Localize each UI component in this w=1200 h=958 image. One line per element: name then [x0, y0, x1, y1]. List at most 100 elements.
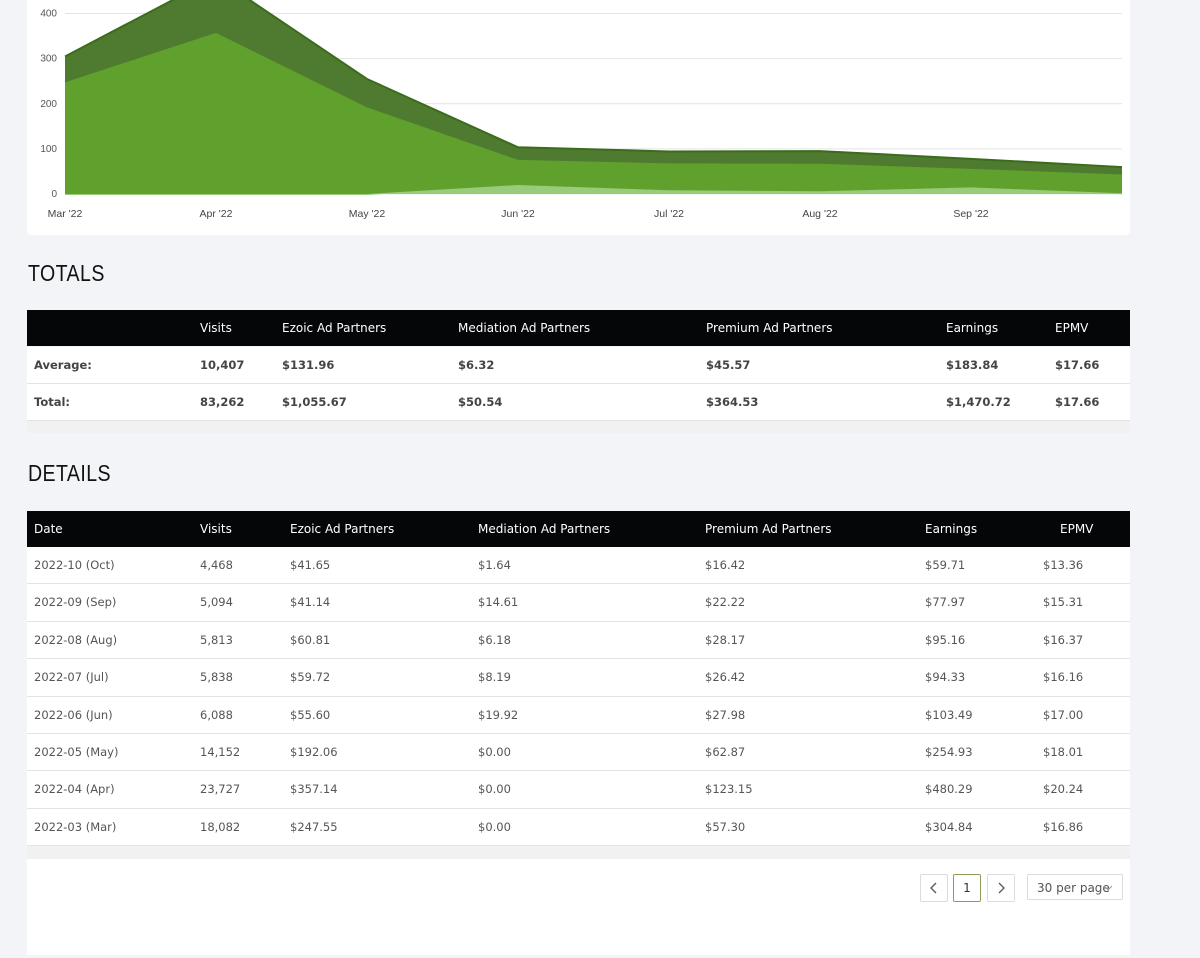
table-cell: $0.00	[478, 745, 511, 759]
table-cell: $304.84	[925, 819, 973, 834]
table-cell: $62.87	[705, 745, 746, 759]
area-line	[64, 0, 1123, 169]
x-tick-label: Aug '22	[802, 208, 837, 220]
table-cell: 5,838	[200, 670, 233, 685]
table-cell: $1.64	[478, 558, 511, 572]
section-title: TOTALS	[28, 260, 105, 286]
next-page[interactable]	[987, 874, 1015, 902]
area	[65, 32, 1122, 194]
plot	[64, 0, 1123, 195]
column-header: Ezoic Ad Partners	[282, 321, 387, 335]
table-cell: $57.30	[705, 819, 746, 834]
table-cell: $6.32	[458, 358, 495, 372]
table-cell: $60.81	[290, 632, 331, 647]
table-cell: 5,813	[200, 632, 233, 647]
column-header: EPMV	[1060, 522, 1094, 536]
x-tick-label: May '22	[349, 208, 386, 220]
table-cell: Average:	[34, 358, 92, 372]
column-header: Earnings	[946, 321, 999, 335]
area	[65, 185, 1122, 194]
table-cell: $41.65	[290, 558, 331, 572]
table-row: 2022-05 (May) 14,152 $192.06 $0.00 $62.87 $25…	[27, 734, 1130, 772]
table-cell: $13.36	[1043, 558, 1084, 572]
table-cell: $94.33	[925, 670, 966, 685]
table-cell: $103.49	[925, 707, 973, 722]
area-line	[64, 31, 1123, 176]
table-cell: 2022-10 (Oct)	[34, 558, 115, 572]
table-cell: $16.37	[1043, 632, 1084, 647]
table-cell: 14,152	[200, 745, 241, 759]
table-cell: $28.17	[705, 632, 746, 647]
table-cell: $1,055.67	[282, 395, 347, 409]
table-cell: $364.53	[706, 395, 759, 409]
table-cell: 2022-08 (Aug)	[34, 632, 118, 647]
table-cell: $18.01	[1043, 745, 1084, 759]
prev-page[interactable]	[920, 874, 948, 902]
x-tick-label: Mar '22	[48, 208, 83, 220]
scrollbar[interactable]	[27, 847, 1130, 859]
table-row: Average: 10,407 $131.96 $6.32 $45.57 $183.84 $…	[27, 347, 1130, 384]
table-cell: $59.72	[290, 670, 331, 685]
table-cell: $254.93	[925, 745, 973, 759]
section-title: DETAILS	[28, 460, 112, 486]
column-header: Mediation Ad Partners	[458, 321, 591, 335]
table-cell: 2022-07 (Jul)	[34, 670, 109, 685]
y-tick-label: 400	[40, 9, 57, 20]
table-row: Total: 83,262 $1,055.67 $50.54 $364.53 $1,470…	[27, 384, 1130, 421]
table-cell: 2022-05 (May)	[34, 745, 119, 759]
table-cell: $22.22	[705, 595, 746, 610]
table-row: 2022-10 (Oct) 4,468 $41.65 $1.64 $16.42 $59.7…	[27, 547, 1130, 585]
column-header: Earnings	[925, 522, 978, 536]
table-cell: $17.66	[1055, 358, 1100, 372]
table-cell: $27.98	[705, 707, 746, 722]
table-cell: 23,727	[200, 782, 241, 797]
table-cell: 6,088	[200, 707, 233, 722]
table-cell: 83,262	[200, 395, 245, 409]
column-header: Visits	[200, 522, 232, 536]
table-cell: $59.71	[925, 558, 966, 572]
table-cell: $183.84	[946, 358, 999, 372]
table-row: 2022-04 (Apr) 23,727 $357.14 $0.00 $123.15 $4…	[27, 771, 1130, 809]
table-cell: $357.14	[290, 782, 338, 797]
per-page-select[interactable]: 30 per page	[1027, 874, 1123, 900]
x-tick-label: Jul '22	[654, 208, 684, 220]
table-cell: $123.15	[705, 782, 753, 797]
table-cell: Total:	[34, 395, 71, 409]
table-cell: 18,082	[200, 819, 241, 834]
table-cell: 4,468	[200, 558, 233, 572]
table-cell: $0.00	[478, 819, 511, 834]
table-cell: 2022-09 (Sep)	[34, 595, 117, 610]
x-tick-label: Apr '22	[200, 208, 233, 220]
table-cell: $480.29	[925, 782, 973, 797]
x-tick-label: Jun '22	[501, 208, 535, 220]
column-header: EPMV	[1055, 321, 1089, 335]
table-cell: $0.00	[478, 782, 511, 797]
table-cell: 5,094	[200, 595, 233, 610]
scrollbar[interactable]	[27, 421, 1130, 433]
area	[65, 0, 1122, 175]
table-cell: $1,470.72	[946, 395, 1011, 409]
y-tick-label: 200	[40, 99, 57, 110]
y-tick-label: 0	[51, 189, 57, 200]
table-cell: 2022-04 (Apr)	[34, 782, 115, 797]
y-tick-label: 300	[40, 54, 57, 65]
table-cell: $14.61	[478, 595, 519, 610]
table-cell: $131.96	[282, 358, 335, 372]
table-cell: 2022-03 (Mar)	[34, 819, 117, 834]
column-header: Visits	[200, 321, 232, 335]
column-header: Date	[34, 522, 63, 536]
column-header: Mediation Ad Partners	[478, 522, 611, 536]
page-button[interactable]: 1	[953, 874, 981, 902]
table-cell: $15.31	[1043, 595, 1084, 610]
table-cell: 2022-06 (Jun)	[34, 707, 113, 722]
table-cell: $55.60	[290, 707, 331, 722]
table-cell: $6.18	[478, 632, 511, 647]
chart: 0 100 200 300 400 Mar '22 Apr '22 May '22 Jun '2…	[40, 0, 1123, 220]
table-cell: $45.57	[706, 358, 751, 372]
table-cell: $17.00	[1043, 707, 1084, 722]
table-cell: $19.92	[478, 707, 519, 722]
column-header: Premium Ad Partners	[705, 522, 832, 536]
table-row: 2022-08 (Aug) 5,813 $60.81 $6.18 $28.17 $95.1…	[27, 621, 1130, 660]
table-row: 2022-03 (Mar) 18,082 $247.55 $0.00 $57.30 $30…	[27, 808, 1130, 847]
